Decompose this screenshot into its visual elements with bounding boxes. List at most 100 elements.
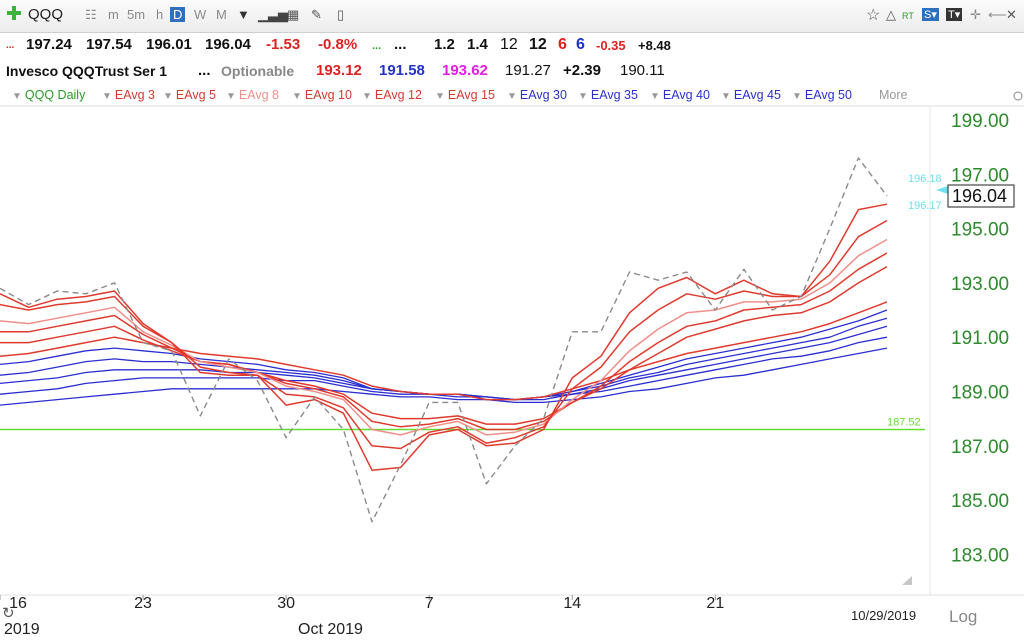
period-h-button[interactable]: h: [156, 7, 164, 22]
open-value: 197.24: [26, 36, 72, 53]
legend-arrow-icon: ▼: [792, 91, 802, 102]
refresh-icon[interactable]: ↻: [2, 605, 15, 622]
note-icon[interactable]: ▯: [337, 7, 345, 22]
period-m-month-button[interactable]: M: [216, 7, 227, 22]
legend-arrow-icon: ▼: [578, 91, 588, 102]
year-corner-label: 2019: [4, 621, 40, 638]
move-icon[interactable]: ✛: [970, 7, 981, 22]
quote2-value-2: 191.58: [379, 62, 425, 79]
legend-label: EAvg 10: [304, 88, 352, 102]
quote2-value-5: +2.39: [563, 62, 601, 79]
short-avg-line-2: [0, 219, 888, 450]
legend-label: QQQ Daily: [24, 88, 86, 102]
legend-label: EAvg 5: [175, 88, 216, 102]
legend-arrow-icon: ▼: [226, 91, 236, 102]
period-w-button[interactable]: W: [194, 7, 207, 22]
arrow-left-icon[interactable]: ⟵: [988, 7, 1007, 22]
y-tick-label: 191.00: [951, 328, 1009, 349]
long-avg-line-11: [0, 347, 888, 406]
change-value: -1.53: [266, 36, 301, 53]
optionable-label: Optionable: [221, 63, 295, 79]
pencil-icon[interactable]: ✎: [311, 7, 322, 22]
security-name: Invesco QQQTrust Ser 1: [6, 63, 168, 79]
quote2-value-3: 193.62: [442, 62, 488, 79]
s-button-icon[interactable]: S▾: [922, 8, 939, 21]
quote-value-2: 1.4: [467, 36, 488, 53]
legend-label: EAvg 3: [114, 88, 155, 102]
x-tick-label: 23: [134, 595, 152, 612]
grid-icon[interactable]: ☷: [85, 7, 97, 22]
calculator-icon[interactable]: ▦: [287, 7, 300, 22]
x-tick-label: 30: [277, 595, 295, 612]
legend-item-eavg40[interactable]: ▼ EAvg 40: [650, 88, 710, 102]
short-avg-line-5: [0, 265, 888, 425]
y-tick-label: 187.00: [951, 437, 1009, 458]
month-label: Oct 2019: [298, 621, 363, 638]
legend-more-link[interactable]: More: [879, 88, 908, 102]
y-tick-label: 199.00: [951, 111, 1009, 132]
y-tick-label: 189.00: [951, 383, 1009, 404]
legend-arrow-icon: ▼: [12, 91, 22, 102]
legend-arrow-icon: ▼: [435, 91, 445, 102]
x-tick-label: 14: [563, 595, 581, 612]
resize-corner-icon[interactable]: [902, 576, 912, 585]
legend-label: EAvg 40: [662, 88, 710, 102]
close-value: 196.04: [205, 36, 251, 53]
quote-dots: ...: [6, 40, 15, 51]
quote2-value-1: 193.12: [316, 62, 362, 79]
legend-item-qqq-daily[interactable]: ▼ QQQ Daily: [12, 88, 85, 102]
legend-item-eavg30[interactable]: ▼ EAvg 30: [507, 88, 567, 102]
legend-arrow-icon: ▼: [292, 91, 302, 102]
x-tick-label: 21: [706, 595, 724, 612]
x-axis-ticks: 16 23 30 7 14 21: [0, 595, 724, 612]
long-avg-line-10: [0, 336, 888, 401]
quote-value-6: 6: [576, 36, 585, 53]
quote-value-1: 1.2: [434, 36, 455, 53]
legend-arrow-icon: ▼: [721, 91, 731, 102]
long-avg-line-8: [0, 317, 888, 401]
legend-arrow-icon: ▼: [163, 91, 173, 102]
quote-value-7: -0.35: [596, 38, 626, 53]
legend-item-eavg45[interactable]: ▼ EAvg 45: [721, 88, 781, 102]
y-axis-ticks: 199.00 197.00 195.00 193.00 191.00 189.00 187.…: [951, 111, 1009, 566]
legend-label: EAvg 35: [590, 88, 638, 102]
y-tick-label: 193.00: [951, 274, 1009, 295]
legend-item-eavg12[interactable]: ▼ EAvg 12: [362, 88, 422, 102]
period-m-button[interactable]: m: [108, 7, 119, 22]
quote2-value-6: 190.11: [620, 62, 665, 79]
high-value: 197.54: [86, 36, 132, 53]
cyan-price-label-2: 196.17: [908, 200, 942, 212]
bar-chart-icon[interactable]: ▁▃▅: [258, 7, 288, 22]
legend-item-eavg5[interactable]: ▼ EAvg 5: [163, 88, 216, 102]
t-button-icon[interactable]: T▾: [946, 8, 963, 21]
legend-arrow-icon: ▼: [102, 91, 112, 102]
support-line-label: 187.52: [887, 417, 921, 429]
settings-dot-icon[interactable]: [1013, 91, 1023, 101]
legend-item-eavg3[interactable]: ▼ EAvg 3: [102, 88, 155, 102]
quote-value-5: 6: [558, 36, 567, 53]
close-icon[interactable]: ✕: [1006, 7, 1017, 22]
legend-item-eavg15[interactable]: ▼ EAvg 15: [435, 88, 495, 102]
toolbar: QQQ ☷ m 5m h D W M ▼ ▁▃▅ ▦ ✎ ▯ ☆ △ RT S▾…: [0, 0, 1024, 33]
quote-value-8: +8.48: [638, 38, 671, 53]
legend-item-eavg50[interactable]: ▼ EAvg 50: [792, 88, 852, 102]
y-tick-label: 197.00: [951, 165, 1009, 186]
low-value: 196.01: [146, 36, 192, 53]
legend-item-eavg35[interactable]: ▼ EAvg 35: [578, 88, 638, 102]
rt-icon[interactable]: RT: [902, 11, 914, 21]
star-icon[interactable]: ☆: [866, 7, 881, 24]
period-5m-button[interactable]: 5m: [127, 7, 146, 22]
add-symbol-icon[interactable]: [6, 5, 22, 24]
alert-icon[interactable]: △: [886, 7, 896, 22]
period-d-button[interactable]: D: [170, 7, 186, 22]
legend-item-eavg10[interactable]: ▼ EAvg 10: [292, 88, 352, 102]
symbol-label[interactable]: QQQ: [28, 6, 64, 23]
legend-arrow-icon: ▼: [362, 91, 372, 102]
short-avg-line-1: [0, 203, 888, 471]
legend-item-eavg8[interactable]: ▼ EAvg 8: [226, 88, 279, 102]
dropdown-icon[interactable]: ▼: [237, 7, 250, 22]
short-avg-line-3: [0, 238, 888, 436]
legend-label: EAvg 50: [804, 88, 852, 102]
log-scale-toggle[interactable]: Log: [949, 607, 977, 626]
